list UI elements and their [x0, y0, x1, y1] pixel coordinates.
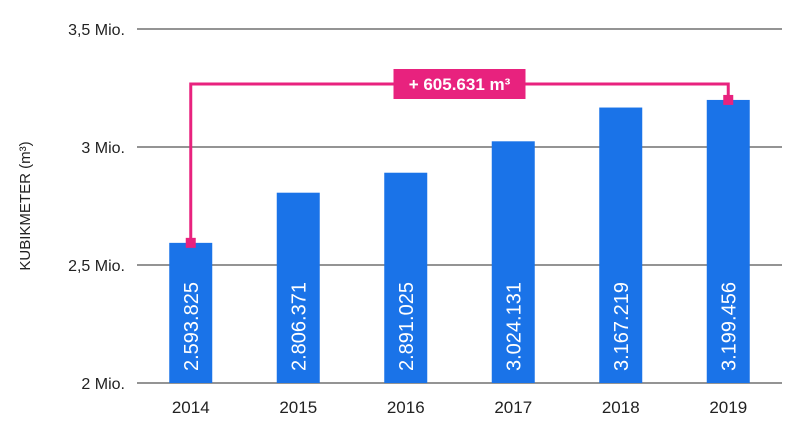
x-tick-label: 2018 [602, 398, 640, 417]
bar-value-label: 3.024.131 [503, 282, 525, 371]
y-tick-label: 3 Mio. [81, 140, 125, 157]
annotation-layer: + 605.631 m³ [185, 69, 734, 248]
difference-end-marker [723, 94, 734, 105]
x-tick-label: 2016 [387, 398, 425, 417]
y-axis-label: KUBIKMETER (m³) [17, 141, 34, 270]
bar-value-label: 3.167.219 [611, 282, 633, 371]
bars-layer: 2.593.825 2014 2.806.371 2015 2.891.025 2016 3… [169, 99, 750, 417]
x-tick-label: 2015 [279, 398, 317, 417]
bar [169, 242, 213, 383]
bar [276, 192, 320, 383]
difference-start-marker [185, 237, 196, 248]
difference-bracket-line [189, 82, 730, 243]
bar-value-label: 2.593.825 [181, 282, 203, 371]
x-tick-label: 2014 [172, 398, 210, 417]
difference-label: + 605.631 m³ [409, 75, 511, 94]
bar-value-label: 2.891.025 [396, 282, 418, 371]
bar [599, 107, 643, 383]
x-tick-label: 2019 [709, 398, 747, 417]
bar [706, 99, 750, 384]
bar [491, 141, 535, 383]
y-tick-label: 2 Mio. [81, 376, 125, 393]
grid-layer: 2 Mio. 2,5 Mio. 3 Mio. 3,5 Mio. [68, 22, 782, 393]
bar [384, 172, 428, 383]
y-tick-label: 2,5 Mio. [68, 258, 125, 275]
x-tick-label: 2017 [494, 398, 532, 417]
bar-value-label: 2.806.371 [288, 282, 310, 371]
difference-label-box [393, 69, 526, 99]
bar-value-label: 3.199.456 [718, 282, 740, 371]
y-tick-label: 3,5 Mio. [68, 22, 125, 39]
